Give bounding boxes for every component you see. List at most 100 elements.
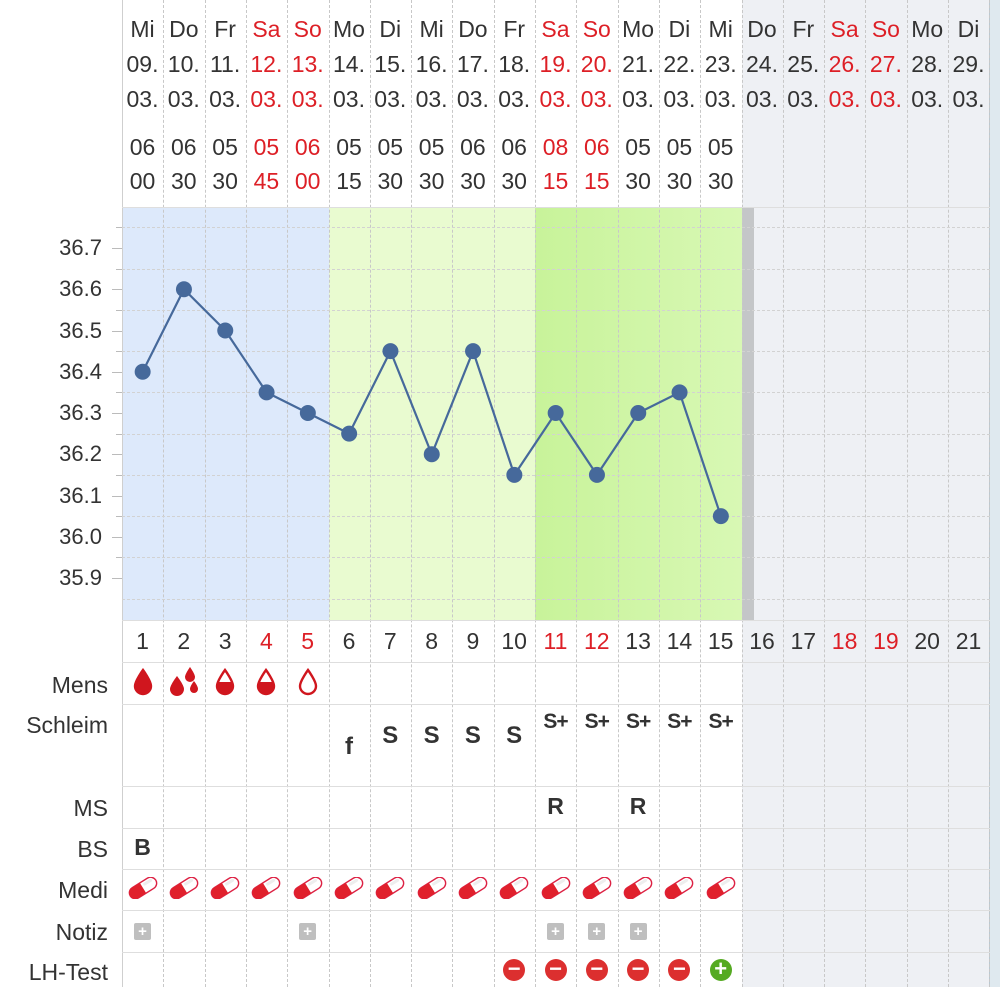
notiz-cell[interactable]: +: [535, 911, 576, 951]
ms-value[interactable]: R: [629, 793, 647, 819]
note-plus-icon: +: [547, 922, 564, 940]
grid-vline: [906, 0, 908, 987]
note-plus-icon: +: [134, 922, 151, 940]
lh-test-cell[interactable]: −: [535, 953, 576, 987]
medi-cell[interactable]: [205, 870, 246, 910]
header-t1: 06: [294, 134, 321, 160]
cycle-day-number: 2: [177, 628, 191, 654]
lh-test-cell[interactable]: −: [494, 953, 535, 987]
header-month: 03.: [704, 86, 737, 112]
medi-cell[interactable]: [618, 870, 659, 910]
header-month: 03.: [539, 86, 572, 112]
header-day: 20.: [580, 51, 613, 77]
header-day: 10.: [167, 51, 200, 77]
header-day: 24.: [746, 51, 778, 77]
notiz-cell[interactable]: +: [576, 911, 617, 951]
temperature-point[interactable]: [382, 343, 399, 360]
medi-cell[interactable]: [659, 870, 700, 910]
medi-cell[interactable]: [329, 870, 370, 910]
medi-cell[interactable]: [535, 870, 576, 910]
grid-hline: [122, 620, 990, 621]
medi-cell[interactable]: [246, 870, 287, 910]
temperature-point[interactable]: [630, 405, 647, 421]
temperature-point[interactable]: [341, 425, 358, 442]
medi-cell[interactable]: [411, 870, 452, 910]
schleim-value[interactable]: S+: [667, 710, 692, 733]
lh-test-cell[interactable]: −: [618, 953, 659, 987]
mens-cell[interactable]: [287, 664, 328, 704]
schleim-value[interactable]: S+: [625, 710, 651, 733]
pill-capsule-icon: [126, 876, 160, 904]
temperature-point[interactable]: [465, 343, 482, 360]
temperature-point[interactable]: [506, 466, 523, 483]
temperature-point[interactable]: [299, 405, 316, 421]
cycle-day-number: 19: [873, 628, 899, 654]
temperature-point[interactable]: [712, 508, 729, 525]
temperature-point[interactable]: [423, 446, 440, 463]
temperature-point[interactable]: [671, 384, 688, 401]
temperature-point[interactable]: [258, 384, 275, 401]
schleim-value[interactable]: S+: [708, 710, 734, 733]
schleim-value[interactable]: S+: [543, 710, 568, 733]
pill-capsule-icon: [332, 876, 366, 904]
header-wd: Fr: [792, 16, 815, 42]
notiz-cell[interactable]: +: [287, 911, 328, 951]
header-month: 03.: [498, 86, 531, 112]
header-month: 03.: [787, 86, 820, 112]
lh-test-cell[interactable]: −: [659, 953, 700, 987]
header-t2: 30: [460, 168, 486, 194]
header-wd: Sa: [541, 16, 570, 42]
header-month: 03.: [126, 86, 159, 112]
notiz-cell[interactable]: +: [618, 911, 659, 951]
schleim-value[interactable]: f: [345, 733, 353, 760]
lh-negative-icon: −: [627, 958, 650, 981]
temperature-point[interactable]: [588, 466, 605, 483]
schleim-value[interactable]: S: [506, 722, 523, 749]
mens-cell[interactable]: [122, 664, 163, 704]
schleim-value[interactable]: S: [423, 722, 440, 749]
bs-value[interactable]: B: [134, 834, 151, 860]
pill-capsule-icon: [456, 876, 490, 904]
axis-tick: [116, 392, 122, 394]
medi-cell[interactable]: [163, 870, 204, 910]
ms-value[interactable]: R: [547, 793, 564, 819]
axis-tick: [116, 309, 122, 311]
header-t2: 15: [584, 168, 610, 194]
grid-vline: [824, 0, 826, 987]
schleim-value[interactable]: S+: [584, 710, 610, 733]
medi-cell[interactable]: [370, 870, 411, 910]
grid-hline: [122, 268, 990, 270]
y-tick-label: 35.9: [59, 565, 102, 590]
header-wd: Do: [458, 16, 488, 42]
medi-cell[interactable]: [122, 870, 163, 910]
cycle-day-number: 5: [301, 628, 315, 654]
axis-tick: [116, 474, 122, 476]
temperature-point[interactable]: [175, 281, 192, 298]
mens-cell[interactable]: [246, 664, 287, 704]
medi-cell[interactable]: [494, 870, 535, 910]
notiz-cell[interactable]: +: [122, 911, 163, 951]
medi-cell[interactable]: [287, 870, 328, 910]
header-wd: Di: [379, 16, 402, 42]
phase-band: [122, 207, 329, 620]
lh-test-cell[interactable]: −: [576, 953, 617, 987]
temperature-point[interactable]: [217, 322, 234, 339]
medi-cell[interactable]: [576, 870, 617, 910]
grid-vline: [493, 0, 495, 987]
pill-capsule-icon: [539, 876, 573, 904]
mens-cell[interactable]: [163, 664, 204, 704]
temperature-point[interactable]: [547, 405, 564, 421]
medi-cell[interactable]: [452, 870, 493, 910]
mens-cell[interactable]: [205, 664, 246, 704]
grid-vline: [369, 0, 371, 987]
medi-cell[interactable]: [700, 870, 741, 910]
cycle-day-number: 15: [707, 628, 734, 654]
schleim-value[interactable]: S: [464, 722, 481, 749]
lh-test-cell[interactable]: +: [700, 953, 741, 987]
header-month: 03.: [952, 86, 985, 112]
schleim-value[interactable]: S: [382, 722, 399, 749]
header-wd: So: [293, 16, 322, 42]
temperature-point[interactable]: [134, 363, 151, 380]
header-day: 09.: [126, 51, 159, 77]
grid-vline: [287, 0, 289, 987]
